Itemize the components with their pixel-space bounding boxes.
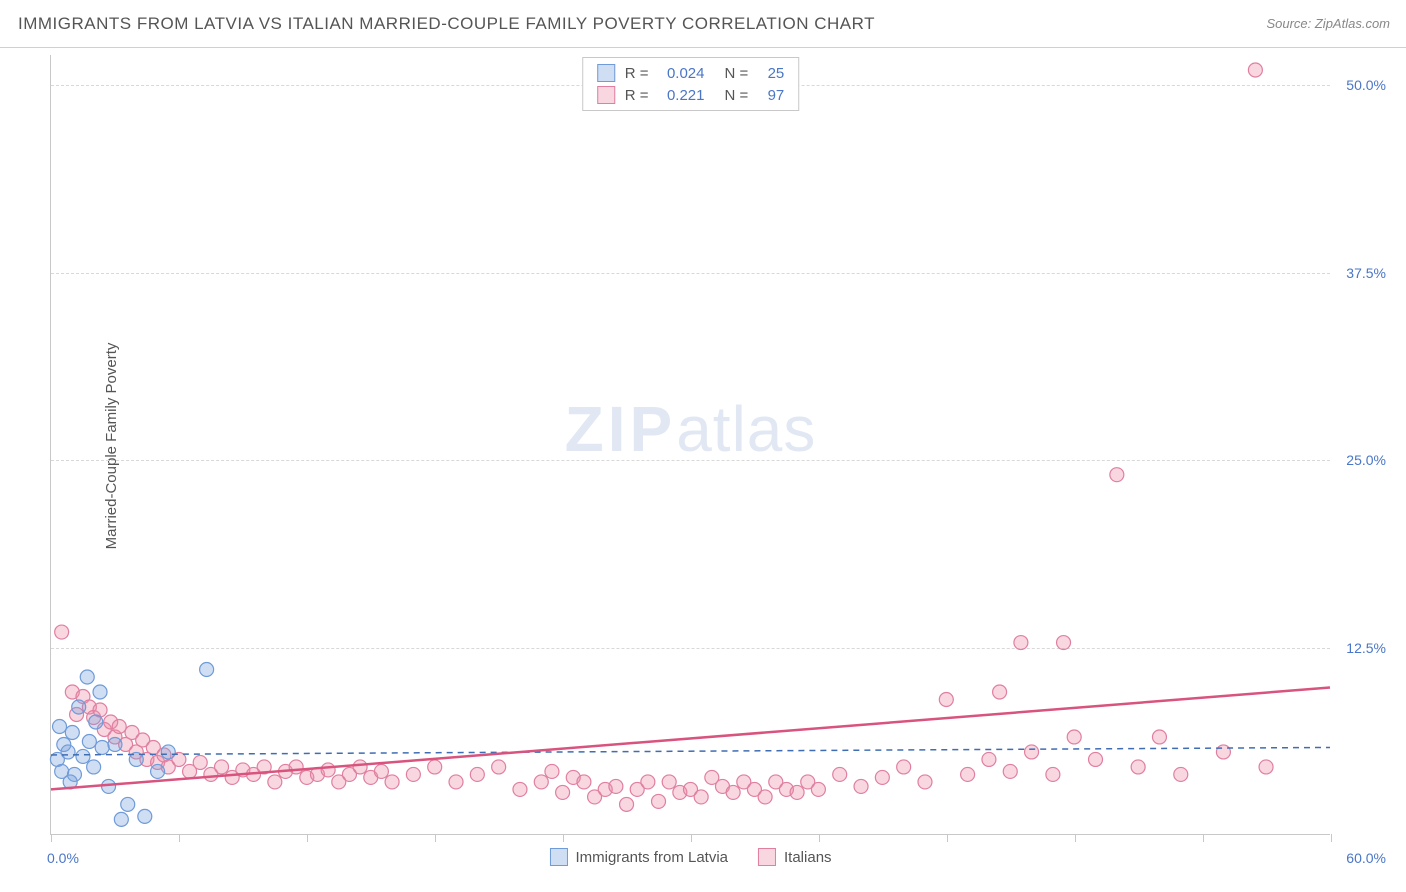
legend-series: Immigrants from Latvia Italians — [549, 848, 831, 866]
swatch-latvia-icon — [597, 64, 615, 82]
chart-title: IMMIGRANTS FROM LATVIA VS ITALIAN MARRIE… — [18, 14, 875, 34]
swatch-latvia-icon — [549, 848, 567, 866]
source-attribution: Source: ZipAtlas.com — [1266, 16, 1390, 31]
legend-item-latvia: Immigrants from Latvia — [549, 848, 728, 866]
legend-stats: R = 0.024 N = 25 R = 0.221 N = 97 — [582, 57, 800, 111]
plot-area: ZIPatlas R = 0.024 N = 25 R = 0.221 N = … — [50, 55, 1330, 835]
y-tick-label: 12.5% — [1346, 640, 1386, 656]
chart-header: IMMIGRANTS FROM LATVIA VS ITALIAN MARRIE… — [0, 0, 1406, 48]
scatter-svg — [51, 55, 1330, 834]
x-axis-end-label: 60.0% — [1346, 850, 1386, 866]
swatch-italians-icon — [597, 86, 615, 104]
y-tick-label: 50.0% — [1346, 77, 1386, 93]
swatch-italians-icon — [758, 848, 776, 866]
legend-stats-row-latvia: R = 0.024 N = 25 — [583, 62, 799, 84]
x-axis-start-label: 0.0% — [47, 850, 79, 866]
legend-item-italians: Italians — [758, 848, 832, 866]
legend-stats-row-italians: R = 0.221 N = 97 — [583, 84, 799, 106]
y-tick-label: 37.5% — [1346, 265, 1386, 281]
y-tick-label: 25.0% — [1346, 452, 1386, 468]
